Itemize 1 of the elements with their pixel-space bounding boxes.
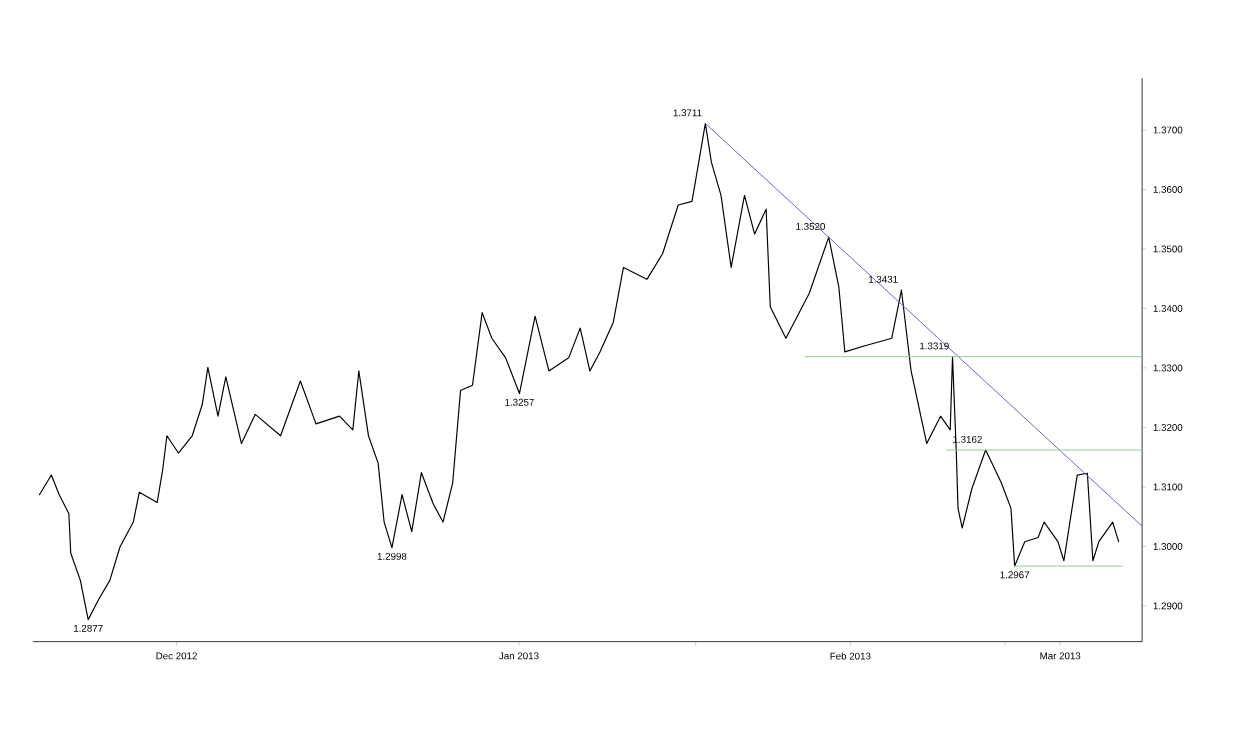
line-series — [38, 123, 1120, 621]
